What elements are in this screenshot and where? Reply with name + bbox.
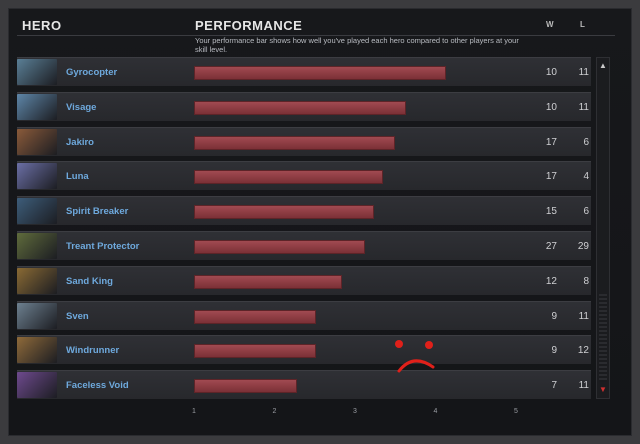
scrollbar[interactable]: ▲ ▼	[596, 57, 610, 399]
table-row[interactable]: Spirit Breaker 15 6	[17, 196, 591, 226]
axis-tick-label: 5	[514, 408, 518, 415]
hero-portrait[interactable]	[17, 59, 57, 85]
hero-name[interactable]: Visage	[66, 101, 97, 113]
losses-value: 11	[578, 101, 589, 113]
hero-name[interactable]: Jakiro	[66, 136, 94, 148]
performance-bar	[194, 135, 396, 150]
table-row[interactable]: Treant Protector 27 29	[17, 230, 591, 260]
axis-tick-label: 2	[272, 408, 277, 415]
hero-name[interactable]: Windrunner	[66, 345, 120, 357]
table-row[interactable]: Gyrocopter 10 11	[17, 57, 591, 86]
table-row[interactable]: Windrunner 9 12	[17, 335, 591, 365]
header-divider	[17, 35, 615, 36]
performance-bar	[194, 344, 316, 359]
table-row[interactable]: Visage 10 11	[17, 91, 591, 121]
performance-bar	[194, 309, 317, 324]
table-row[interactable]: Sand King 12 8	[17, 265, 591, 295]
hero-portrait[interactable]	[17, 372, 57, 399]
hero-name[interactable]: Luna	[66, 171, 89, 183]
hero-name[interactable]: Sven	[66, 310, 89, 322]
hero-portrait[interactable]	[17, 267, 57, 294]
performance-bar	[194, 274, 343, 289]
losses-value: 11	[578, 67, 589, 78]
performance-bar	[194, 100, 406, 115]
performance-bar	[194, 205, 374, 220]
axis-tick-label: 4	[433, 408, 438, 415]
wins-column-header[interactable]: W	[546, 20, 555, 29]
hero-portrait[interactable]	[17, 302, 57, 329]
losses-column-header[interactable]: L	[580, 20, 586, 29]
losses-value: 6	[583, 206, 589, 218]
scroll-up-arrow-icon[interactable]: ▲	[599, 61, 607, 70]
wins-value: 9	[551, 345, 557, 357]
table-row[interactable]: Sven 9 11	[17, 300, 591, 330]
scroll-down-arrow-icon[interactable]: ▼	[599, 385, 607, 394]
hero-portrait[interactable]	[17, 198, 57, 225]
sad-face-doodle-icon	[395, 340, 435, 373]
axis-tick-label: 3	[353, 408, 357, 415]
performance-bar	[194, 379, 298, 394]
performance-description: Your performance bar shows how well you'…	[195, 36, 519, 54]
table-row[interactable]: Faceless Void 7 11	[17, 370, 591, 400]
hero-column-header[interactable]: HERO	[22, 18, 62, 33]
hero-portrait[interactable]	[17, 93, 57, 120]
hero-portrait[interactable]	[17, 232, 57, 259]
hero-portrait[interactable]	[17, 337, 57, 364]
wins-value: 17	[545, 136, 557, 148]
performance-bar	[194, 239, 366, 254]
wins-value: 12	[545, 275, 557, 287]
hero-name[interactable]: Sand King	[66, 275, 113, 287]
wins-value: 10	[545, 101, 557, 113]
performance-bar	[194, 170, 384, 185]
wins-value: 9	[551, 310, 557, 322]
losses-value: 11	[578, 310, 589, 322]
hero-name[interactable]: Gyrocopter	[66, 67, 118, 78]
losses-value: 12	[577, 345, 589, 357]
wins-value: 10	[545, 67, 557, 78]
hero-list: Gyrocopter 10 11 Visage 10 11 Jakiro 17 6 Luna 17 4…	[17, 57, 591, 405]
wins-value: 7	[551, 380, 557, 392]
wins-value: 17	[545, 171, 557, 183]
losses-value: 6	[583, 136, 589, 148]
scrollbar-thumb[interactable]	[599, 294, 607, 382]
losses-value: 29	[577, 240, 589, 252]
table-row[interactable]: Luna 17 4	[17, 161, 591, 191]
table-row[interactable]: Jakiro 17 6	[17, 126, 591, 156]
losses-value: 4	[583, 171, 589, 183]
hero-performance-panel: HERO PERFORMANCE W L Your performance ba…	[8, 8, 632, 436]
losses-value: 11	[578, 380, 589, 392]
performance-column-header[interactable]: PERFORMANCE	[195, 18, 303, 33]
hero-portrait[interactable]	[17, 163, 57, 190]
hero-name[interactable]: Spirit Breaker	[66, 206, 129, 218]
performance-bar	[194, 66, 446, 80]
losses-value: 8	[583, 275, 589, 287]
hero-portrait[interactable]	[17, 128, 57, 155]
axis-tick-label: 1	[192, 408, 196, 415]
wins-value: 27	[545, 240, 557, 252]
wins-value: 15	[545, 206, 557, 218]
hero-name[interactable]: Treant Protector	[66, 240, 140, 252]
hero-name[interactable]: Faceless Void	[66, 380, 129, 392]
